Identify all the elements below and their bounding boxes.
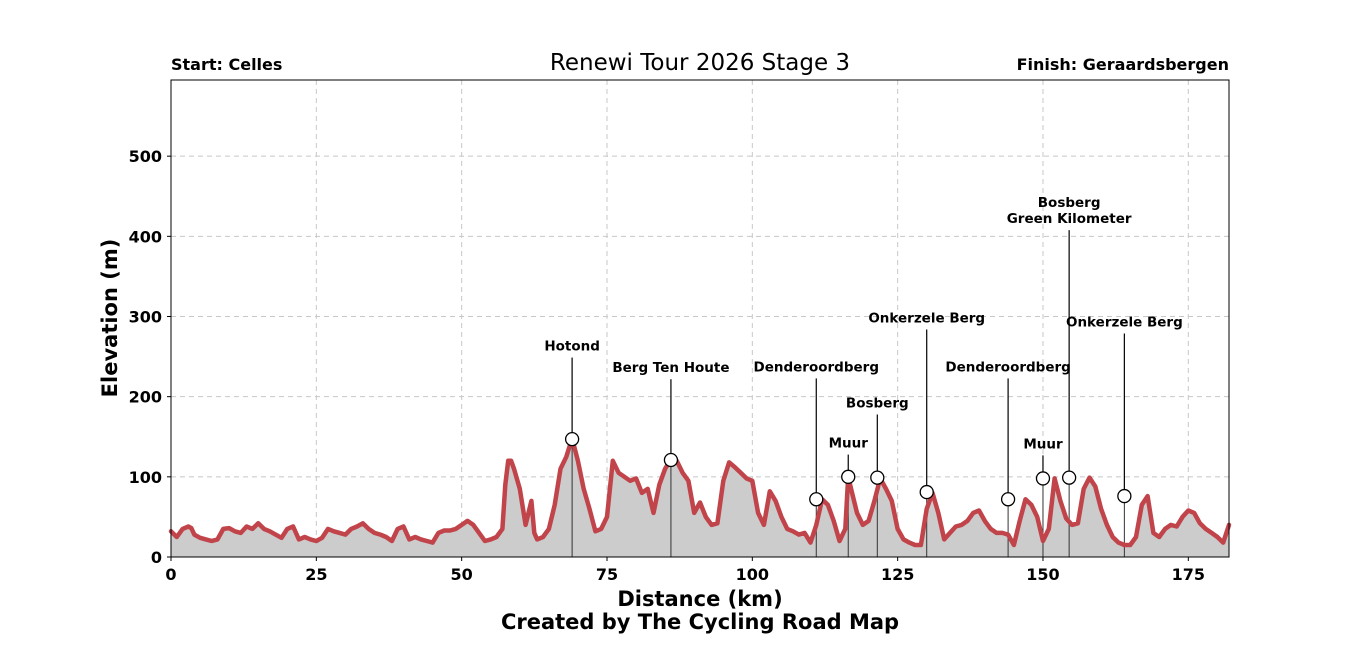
climb-summit-markers bbox=[564, 432, 1132, 507]
y-axis-label: Elevation (m) bbox=[98, 239, 122, 398]
y-tick-label: 100 bbox=[129, 468, 162, 487]
y-axis-ticks: 0 100 200 300 400 500 bbox=[129, 147, 171, 567]
credit-text: Created by The Cycling Road Map bbox=[501, 610, 899, 634]
start-label: Start: Celles bbox=[171, 55, 282, 74]
x-tick-label: 25 bbox=[305, 565, 327, 584]
climb-label: Muur bbox=[1023, 436, 1063, 452]
finish-label: Finish: Geraardsbergen bbox=[1017, 55, 1229, 74]
x-tick-label: 100 bbox=[736, 565, 769, 584]
climb-summit-dot bbox=[841, 469, 856, 484]
climb-summit-dot bbox=[870, 470, 885, 485]
elevation-area-fill bbox=[171, 438, 1229, 557]
elevation-profile-line bbox=[168, 436, 1232, 548]
climb-label: Bosberg bbox=[846, 395, 909, 411]
climb-summit-dot bbox=[1117, 488, 1132, 504]
climb-label: Berg Ten Houte bbox=[612, 360, 729, 376]
climb-label: Onkerzele Berg bbox=[1066, 315, 1183, 331]
x-tick-label: 175 bbox=[1172, 565, 1205, 584]
climb-summit-dot bbox=[1061, 470, 1077, 485]
climb-label: Onkerzele Berg bbox=[868, 311, 985, 327]
climb-summit-dot bbox=[1035, 471, 1051, 486]
climb-label: Green Kilometer bbox=[1007, 211, 1132, 227]
y-tick-label: 0 bbox=[151, 548, 162, 567]
climb-label: Denderoordberg bbox=[754, 359, 879, 375]
climb-summit-dot bbox=[663, 452, 679, 468]
y-tick-label: 300 bbox=[129, 307, 162, 326]
x-tick-label: 75 bbox=[596, 565, 618, 584]
climb-summit-dot bbox=[564, 432, 580, 447]
climb-label: Muur bbox=[829, 436, 869, 452]
plot-frame bbox=[170, 79, 1230, 558]
climb-summit-dot bbox=[809, 492, 824, 507]
x-tick-label: 125 bbox=[881, 565, 914, 584]
climb-label: Denderoordberg bbox=[945, 359, 1070, 375]
x-axis-label: Distance (km) bbox=[617, 587, 782, 611]
x-tick-label: 0 bbox=[165, 565, 176, 584]
climb-summit-dot bbox=[1000, 492, 1016, 507]
y-tick-label: 400 bbox=[129, 227, 162, 246]
y-tick-label: 200 bbox=[129, 388, 162, 407]
x-tick-label: 150 bbox=[1026, 565, 1059, 584]
x-axis-ticks: 0 25 50 75 100 125 150 175 bbox=[165, 557, 1205, 584]
chart-title: Renewi Tour 2026 Stage 3 bbox=[550, 50, 850, 76]
climb-label: Bosberg bbox=[1038, 195, 1101, 211]
x-tick-label: 50 bbox=[451, 565, 473, 584]
climb-summit-dot bbox=[919, 484, 934, 500]
climb-label: Hotond bbox=[544, 339, 600, 355]
y-tick-label: 500 bbox=[129, 147, 162, 166]
